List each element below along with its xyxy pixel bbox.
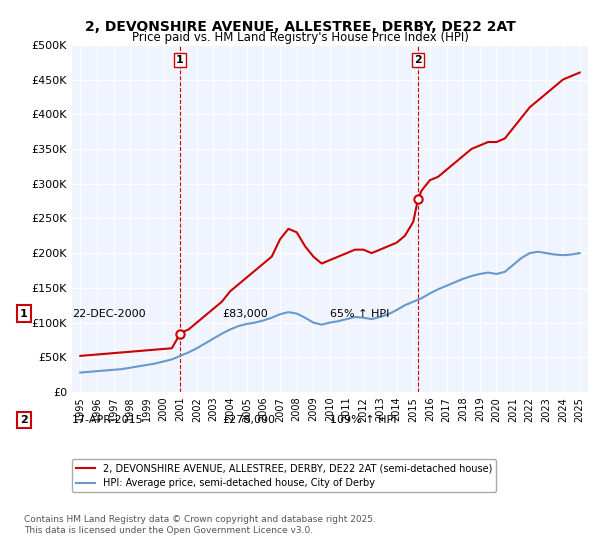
Text: 65% ↑ HPI: 65% ↑ HPI xyxy=(330,309,389,319)
Text: 109% ↑ HPI: 109% ↑ HPI xyxy=(330,415,397,425)
Text: 17-APR-2015: 17-APR-2015 xyxy=(72,415,143,425)
Text: Price paid vs. HM Land Registry's House Price Index (HPI): Price paid vs. HM Land Registry's House … xyxy=(131,31,469,44)
Text: 2: 2 xyxy=(414,55,422,65)
Text: 22-DEC-2000: 22-DEC-2000 xyxy=(72,309,146,319)
Text: £278,000: £278,000 xyxy=(222,415,275,425)
Text: 2: 2 xyxy=(20,415,28,425)
Text: £83,000: £83,000 xyxy=(222,309,268,319)
Text: 1: 1 xyxy=(176,55,184,65)
Text: 2, DEVONSHIRE AVENUE, ALLESTREE, DERBY, DE22 2AT: 2, DEVONSHIRE AVENUE, ALLESTREE, DERBY, … xyxy=(85,20,515,34)
Legend: 2, DEVONSHIRE AVENUE, ALLESTREE, DERBY, DE22 2AT (semi-detached house), HPI: Ave: 2, DEVONSHIRE AVENUE, ALLESTREE, DERBY, … xyxy=(72,459,496,492)
Text: 1: 1 xyxy=(20,309,28,319)
Text: Contains HM Land Registry data © Crown copyright and database right 2025.
This d: Contains HM Land Registry data © Crown c… xyxy=(24,515,376,535)
